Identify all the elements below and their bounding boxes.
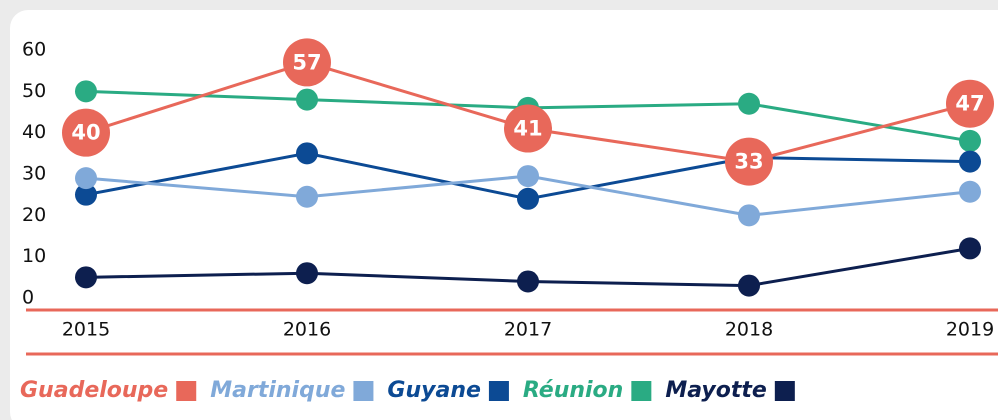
point [959,237,981,260]
point [296,262,318,285]
data-label: 47 [955,92,984,116]
legend-swatch [631,381,652,401]
point [738,204,760,227]
y-tick-label: 50 [22,80,46,102]
data-label: 57 [292,50,321,74]
y-tick-label: 60 [22,39,46,61]
point [75,183,97,206]
data-label: 40 [71,121,100,145]
x-tick-label: 2016 [283,319,331,341]
legend-label: Martinique [210,378,345,403]
point [959,180,981,203]
y-tick-label: 40 [22,121,46,143]
legend-label: Guadeloupe [20,378,168,403]
point [296,142,318,165]
legend-swatch [488,381,509,401]
x-tick-label: 2015 [62,319,110,341]
y-tick-label: 20 [22,204,46,226]
point [517,270,539,293]
y-tick-label: 30 [22,163,46,185]
point [517,187,539,210]
panel [10,10,998,420]
x-tick-label: 2019 [946,319,994,341]
x-tick-label: 2017 [504,319,552,341]
y-tick-label: 10 [22,245,46,267]
legend-label: Réunion [523,378,623,403]
x-tick-label: 2018 [725,319,773,341]
point [725,137,773,186]
y-tick-label: 0 [22,287,34,309]
point [504,104,552,153]
legend-label: Guyane [387,378,481,403]
legend-swatch [774,381,795,401]
point [75,167,97,190]
data-label: 33 [734,150,763,174]
point [296,88,318,111]
legend-swatch [176,381,197,401]
point [75,80,97,103]
point [283,38,331,87]
point [517,165,539,188]
point [959,129,981,152]
point [75,266,97,289]
point [738,92,760,115]
point [296,185,318,208]
point [959,150,981,173]
data-label: 41 [513,117,542,141]
point [62,108,110,157]
point [946,79,994,128]
point [738,274,760,297]
legend-label: Mayotte [665,378,767,403]
legend-swatch [353,381,374,401]
